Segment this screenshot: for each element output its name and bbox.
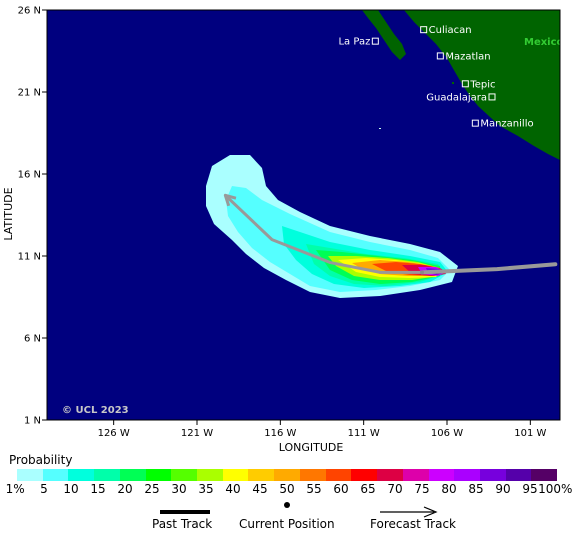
lat-tick-label: 16 N — [18, 170, 41, 181]
past-track-legend-label: Past Track — [152, 517, 213, 531]
city-marker-icon — [461, 80, 469, 88]
legend-label: 5 — [40, 482, 48, 496]
city-label: Guadalajara — [426, 92, 487, 103]
legend-color-swatch — [479, 469, 506, 481]
city-marker-icon — [436, 52, 444, 60]
legend-color-swatch — [17, 469, 43, 481]
legend-color-swatch — [351, 469, 378, 481]
legend-label: 20 — [117, 482, 133, 496]
forecast-arrowhead — [223, 193, 237, 207]
current-position-marker — [420, 270, 424, 275]
legend-title: Probability — [9, 453, 73, 467]
baja-california-peninsula — [362, 10, 406, 60]
legend-color-swatch — [222, 469, 249, 481]
lat-tick-label: 26 N — [18, 6, 41, 17]
legend-label: 60 — [333, 482, 349, 496]
legend-color-swatch — [531, 469, 558, 481]
legend-color-swatch — [377, 469, 403, 481]
city-markers: Culiacan La Paz Mazatlan Tepic Guadalajara Ma… — [338, 25, 533, 129]
x-axis-label: LONGITUDE — [279, 441, 344, 454]
island — [379, 128, 381, 129]
legend-label: 45 — [252, 482, 268, 496]
legend-label: 75 — [414, 482, 430, 496]
lon-tick-label: 126 W — [98, 428, 130, 439]
current-position-legend-dot — [284, 502, 290, 508]
legend-color-swatch — [119, 469, 146, 481]
legend-color-swatch — [402, 469, 429, 481]
city-label: Tepic — [469, 79, 495, 90]
legend-label: 10 — [63, 482, 79, 496]
legend-color-swatch — [325, 469, 352, 481]
lat-tick-label: 1 N — [24, 416, 41, 427]
lon-tick-label: 101 W — [514, 428, 546, 439]
city-label: Manzanillo — [480, 119, 533, 130]
axis-ticks: 26 N 21 N 16 N 11 N 6 N 1 N 126 W 121 W 116 W 111… — [18, 6, 547, 440]
legend-label: 100% — [538, 482, 573, 496]
legend-color-swatch — [42, 469, 69, 481]
legend-color-swatch — [454, 469, 480, 481]
track-legend: Past Track Current Position Forecast Tra… — [0, 500, 580, 540]
legend-label: 55 — [306, 482, 322, 496]
legend-label: 1% — [5, 482, 25, 496]
probability-color-bar — [17, 469, 558, 481]
country-label: Mexico — [524, 37, 564, 48]
city-marker-icon — [371, 37, 379, 45]
copyright-watermark: © UCL 2023 — [62, 405, 129, 416]
legend-color-swatch — [274, 469, 300, 481]
lat-tick-label: 11 N — [18, 252, 41, 263]
legend-color-swatch — [299, 469, 326, 481]
y-axis-label: LATITUDE — [2, 187, 15, 240]
probability-labels: 1% 5 10 15 20 25 30 35 40 45 50 55 60 65 70 75 80 85 90 95 1… — [0, 482, 580, 496]
city-marker-icon — [471, 119, 479, 127]
legend-color-swatch — [197, 469, 223, 481]
city-label: Culiacan — [429, 25, 472, 36]
legend-label: 50 — [279, 482, 295, 496]
legend-label: 65 — [360, 482, 376, 496]
legend-label: 35 — [198, 482, 214, 496]
legend-color-swatch — [505, 469, 532, 481]
lon-tick-label: 116 W — [264, 428, 296, 439]
legend-label: 25 — [144, 482, 160, 496]
legend-color-swatch — [145, 469, 172, 481]
lon-tick-label: 106 W — [431, 428, 463, 439]
lon-tick-label: 111 W — [348, 428, 380, 439]
current-position-legend-label: Current Position — [239, 517, 335, 531]
legend-label: 30 — [171, 482, 187, 496]
forecast-track-legend-arrowhead — [423, 506, 438, 518]
legend-label: 70 — [387, 482, 403, 496]
legend-color-swatch — [68, 469, 95, 481]
legend-label: 40 — [225, 482, 241, 496]
lon-tick-label: 121 W — [181, 428, 213, 439]
legend-label: 15 — [90, 482, 106, 496]
legend-color-swatch — [248, 469, 275, 481]
plot-frame — [46, 9, 561, 421]
city-label: La Paz — [338, 37, 370, 48]
lat-tick-label: 6 N — [24, 334, 41, 345]
legend-color-swatch — [94, 469, 120, 481]
legend-label: 80 — [441, 482, 457, 496]
forecast-track-line — [224, 194, 422, 274]
past-track-line — [420, 262, 558, 275]
city-marker-icon — [488, 93, 496, 101]
legend-label: 85 — [468, 482, 484, 496]
city-label: Mazatlan — [445, 51, 490, 62]
legend-color-swatch — [171, 469, 198, 481]
city-marker-icon — [420, 26, 428, 34]
legend-color-swatch — [428, 469, 455, 481]
legend-label: 95 — [522, 482, 538, 496]
island — [452, 82, 454, 84]
legend-label: 90 — [495, 482, 511, 496]
lat-tick-label: 21 N — [18, 88, 41, 99]
mexico-mainland — [404, 10, 560, 160]
forecast-track-legend-label: Forecast Track — [370, 517, 456, 531]
